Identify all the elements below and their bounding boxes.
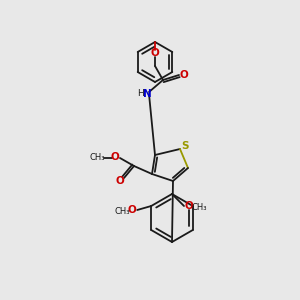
Text: O: O [128, 205, 136, 215]
Text: CH₃: CH₃ [115, 208, 130, 217]
Text: O: O [184, 201, 194, 211]
Text: O: O [111, 152, 119, 162]
Text: CH₃: CH₃ [89, 154, 105, 163]
Text: H: H [138, 89, 144, 98]
Text: CH₃: CH₃ [191, 203, 207, 212]
Text: O: O [151, 48, 159, 58]
Text: N: N [142, 89, 152, 99]
Text: O: O [180, 70, 188, 80]
Text: O: O [116, 176, 124, 186]
Text: S: S [181, 141, 189, 151]
